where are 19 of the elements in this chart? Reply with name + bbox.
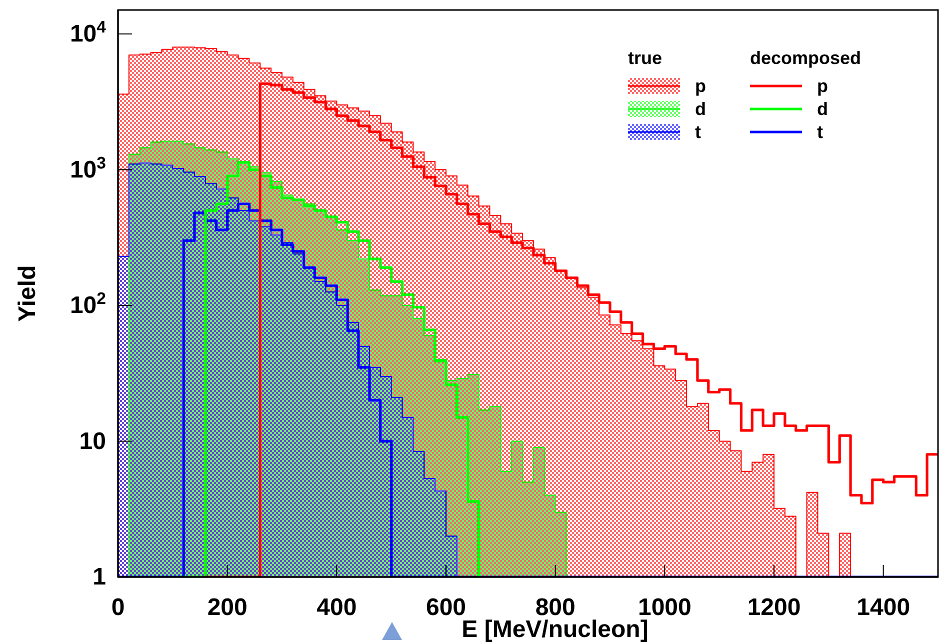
y-tick-label: 10$^{3}$ — [70, 152, 106, 184]
x-tick-label: 200 — [207, 594, 248, 621]
legend-label: t — [817, 122, 823, 142]
legend-label: d — [817, 99, 828, 119]
y-tick-label: 1 — [92, 564, 106, 591]
x-tick-label: 400 — [316, 594, 357, 621]
y-tick-label: 10$^{2}$ — [70, 288, 106, 320]
legend-label: p — [695, 76, 706, 96]
x-tick-label: 1200 — [747, 594, 801, 621]
legend-label: t — [695, 122, 701, 142]
legend-label: p — [817, 76, 828, 96]
y-tick-label: 10$^{4}$ — [70, 17, 107, 48]
x-tick-label: 1400 — [856, 594, 910, 621]
x-tick-label: 0 — [111, 594, 125, 621]
legend-label: d — [695, 99, 706, 119]
annotation: decomposed — [750, 48, 862, 68]
y-axis-title: Yield — [14, 265, 41, 322]
annotation: true — [628, 48, 662, 68]
y-tick-label: 10 — [79, 428, 106, 455]
